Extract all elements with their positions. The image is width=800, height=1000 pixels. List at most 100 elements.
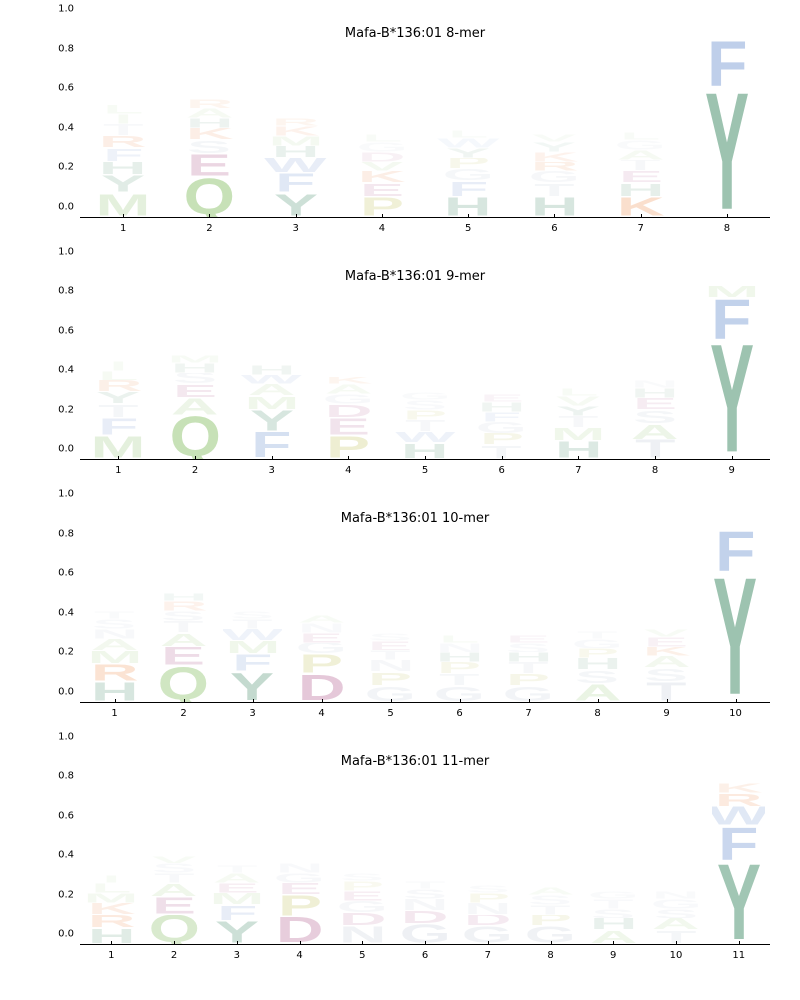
logo-letter: N <box>430 643 489 653</box>
plot-area: HRKMLIQEATSVYFMEATDPEGNNDGEPSGDNSTGDNPSG… <box>80 748 770 946</box>
logo-letter: F <box>712 826 765 861</box>
logo-letter: L <box>86 105 159 115</box>
logo-letter: A <box>239 384 304 396</box>
y-tick-label: 0.8 <box>58 286 74 297</box>
y-tick-label: 0.0 <box>58 444 74 455</box>
logo-letter: Y <box>431 148 504 158</box>
logo-column: HWTPSG <box>387 263 464 460</box>
logo-letter: L <box>431 130 504 138</box>
x-tick-label: 2 <box>143 945 206 970</box>
logo-letter: N <box>461 903 514 915</box>
x-tick-label: 7 <box>494 703 563 728</box>
logo-column: YFMWTS <box>218 505 287 702</box>
logo-letter: R <box>85 915 138 929</box>
logo-letter: K <box>316 377 381 385</box>
logo-letter: H <box>154 593 213 601</box>
y-tick-label: 0.2 <box>58 162 74 173</box>
logo-letter: S <box>154 611 213 621</box>
logo-letter: E <box>499 635 558 643</box>
logo-letter: P <box>568 648 627 658</box>
logo-letter: T <box>587 899 640 909</box>
logo-letter: T <box>430 674 489 686</box>
logo-letter: R <box>712 793 765 807</box>
logo-letter: M <box>162 355 227 363</box>
logo-column: YFMEAT <box>205 748 268 945</box>
logo-column: QEATSV <box>143 748 206 945</box>
logo-letter: H <box>568 658 627 670</box>
logo-letter: G <box>392 392 457 400</box>
logo-letter: T <box>86 404 151 418</box>
logo-column: QEATSRH <box>149 505 218 702</box>
logo-letter: Y <box>518 142 591 152</box>
logo-letter: A <box>210 873 263 883</box>
logo-letter: W <box>392 432 457 444</box>
x-axis: 12345678910 <box>80 703 770 728</box>
y-tick-label: 0.0 <box>58 686 74 697</box>
logo-letter: D <box>461 915 514 927</box>
logo-letter: Q <box>162 416 227 459</box>
x-tick-label: 1 <box>80 460 157 485</box>
logo-letter: S <box>336 873 389 881</box>
logo-letter: G <box>587 891 640 899</box>
logo-letter: L <box>604 132 677 140</box>
y-tick-label: 0.6 <box>58 83 74 94</box>
logo-letter: E <box>147 897 200 915</box>
x-tick-label: 1 <box>80 218 166 243</box>
logo-letter: T <box>392 420 457 432</box>
logo-column: YFWRK <box>707 748 770 945</box>
panel-title: Mafa-B*136:01 10-mer <box>50 511 780 526</box>
logo-letter: S <box>392 400 457 410</box>
logo-letter: G <box>336 901 389 913</box>
logo-letter: F <box>699 298 764 341</box>
logo-letter: F <box>259 173 332 193</box>
logo-letter: E <box>292 633 351 643</box>
logo-letter: T <box>604 160 677 172</box>
logo-letter: N <box>622 380 687 388</box>
logo-letter: M <box>259 136 332 146</box>
logo-letter: Y <box>706 574 765 702</box>
logo-panel: Mafa-B*136:01 10-mer0.00.20.40.60.81.0HR… <box>50 505 780 728</box>
logo-column: TPGFHE <box>463 263 540 460</box>
y-tick-label: 1.0 <box>58 731 74 742</box>
logo-letter: R <box>518 162 591 172</box>
logo-letter: H <box>469 402 534 412</box>
logo-letter: W <box>259 158 332 174</box>
logo-letter: E <box>162 384 227 398</box>
logo-letter: F <box>239 432 304 460</box>
y-tick-label: 1.0 <box>58 489 74 500</box>
logo-letter: M <box>223 641 282 655</box>
logo-letter: A <box>173 108 246 118</box>
logo-letter: N <box>292 623 351 633</box>
logo-letter: Q <box>154 666 213 701</box>
y-tick-label: 1.0 <box>58 4 74 15</box>
logo-letter: H <box>499 652 558 662</box>
sequence-logo-figure: Mafa-B*136:01 8-mer0.00.20.40.60.81.0MYH… <box>0 0 800 1000</box>
logo-letter: E <box>336 891 389 901</box>
logo-letter: Y <box>223 672 282 701</box>
logo-letter: Y <box>86 175 159 193</box>
logo-letter: R <box>154 601 213 611</box>
logo-letter: F <box>706 531 765 574</box>
logo-letter: D <box>336 913 389 927</box>
logo-column: TSAKEV <box>632 505 701 702</box>
panel-title: Mafa-B*136:01 8-mer <box>50 26 780 41</box>
logo-column: GPTSA <box>519 748 582 945</box>
logo-letter: S <box>622 410 687 424</box>
y-axis: 0.00.20.40.60.81.0 <box>50 20 80 218</box>
logo-letter: G <box>273 873 326 883</box>
logo-letter: H <box>162 363 227 373</box>
x-tick-label: 7 <box>598 218 684 243</box>
logo-letter: M <box>699 286 764 298</box>
logo-letter: P <box>469 433 534 445</box>
logo-letter: G <box>292 643 351 655</box>
logo-letter: T <box>147 873 200 883</box>
x-tick-label: 11 <box>707 945 770 970</box>
y-tick-label: 0.4 <box>58 850 74 861</box>
logo-letter: G <box>431 169 504 181</box>
logo-letter: F <box>431 181 504 197</box>
logo-column: TASEHN <box>617 263 694 460</box>
logo-letter: L <box>430 635 489 643</box>
logo-letter: H <box>430 652 489 662</box>
x-tick-label: 6 <box>394 945 457 970</box>
logo-letter: A <box>622 424 687 440</box>
